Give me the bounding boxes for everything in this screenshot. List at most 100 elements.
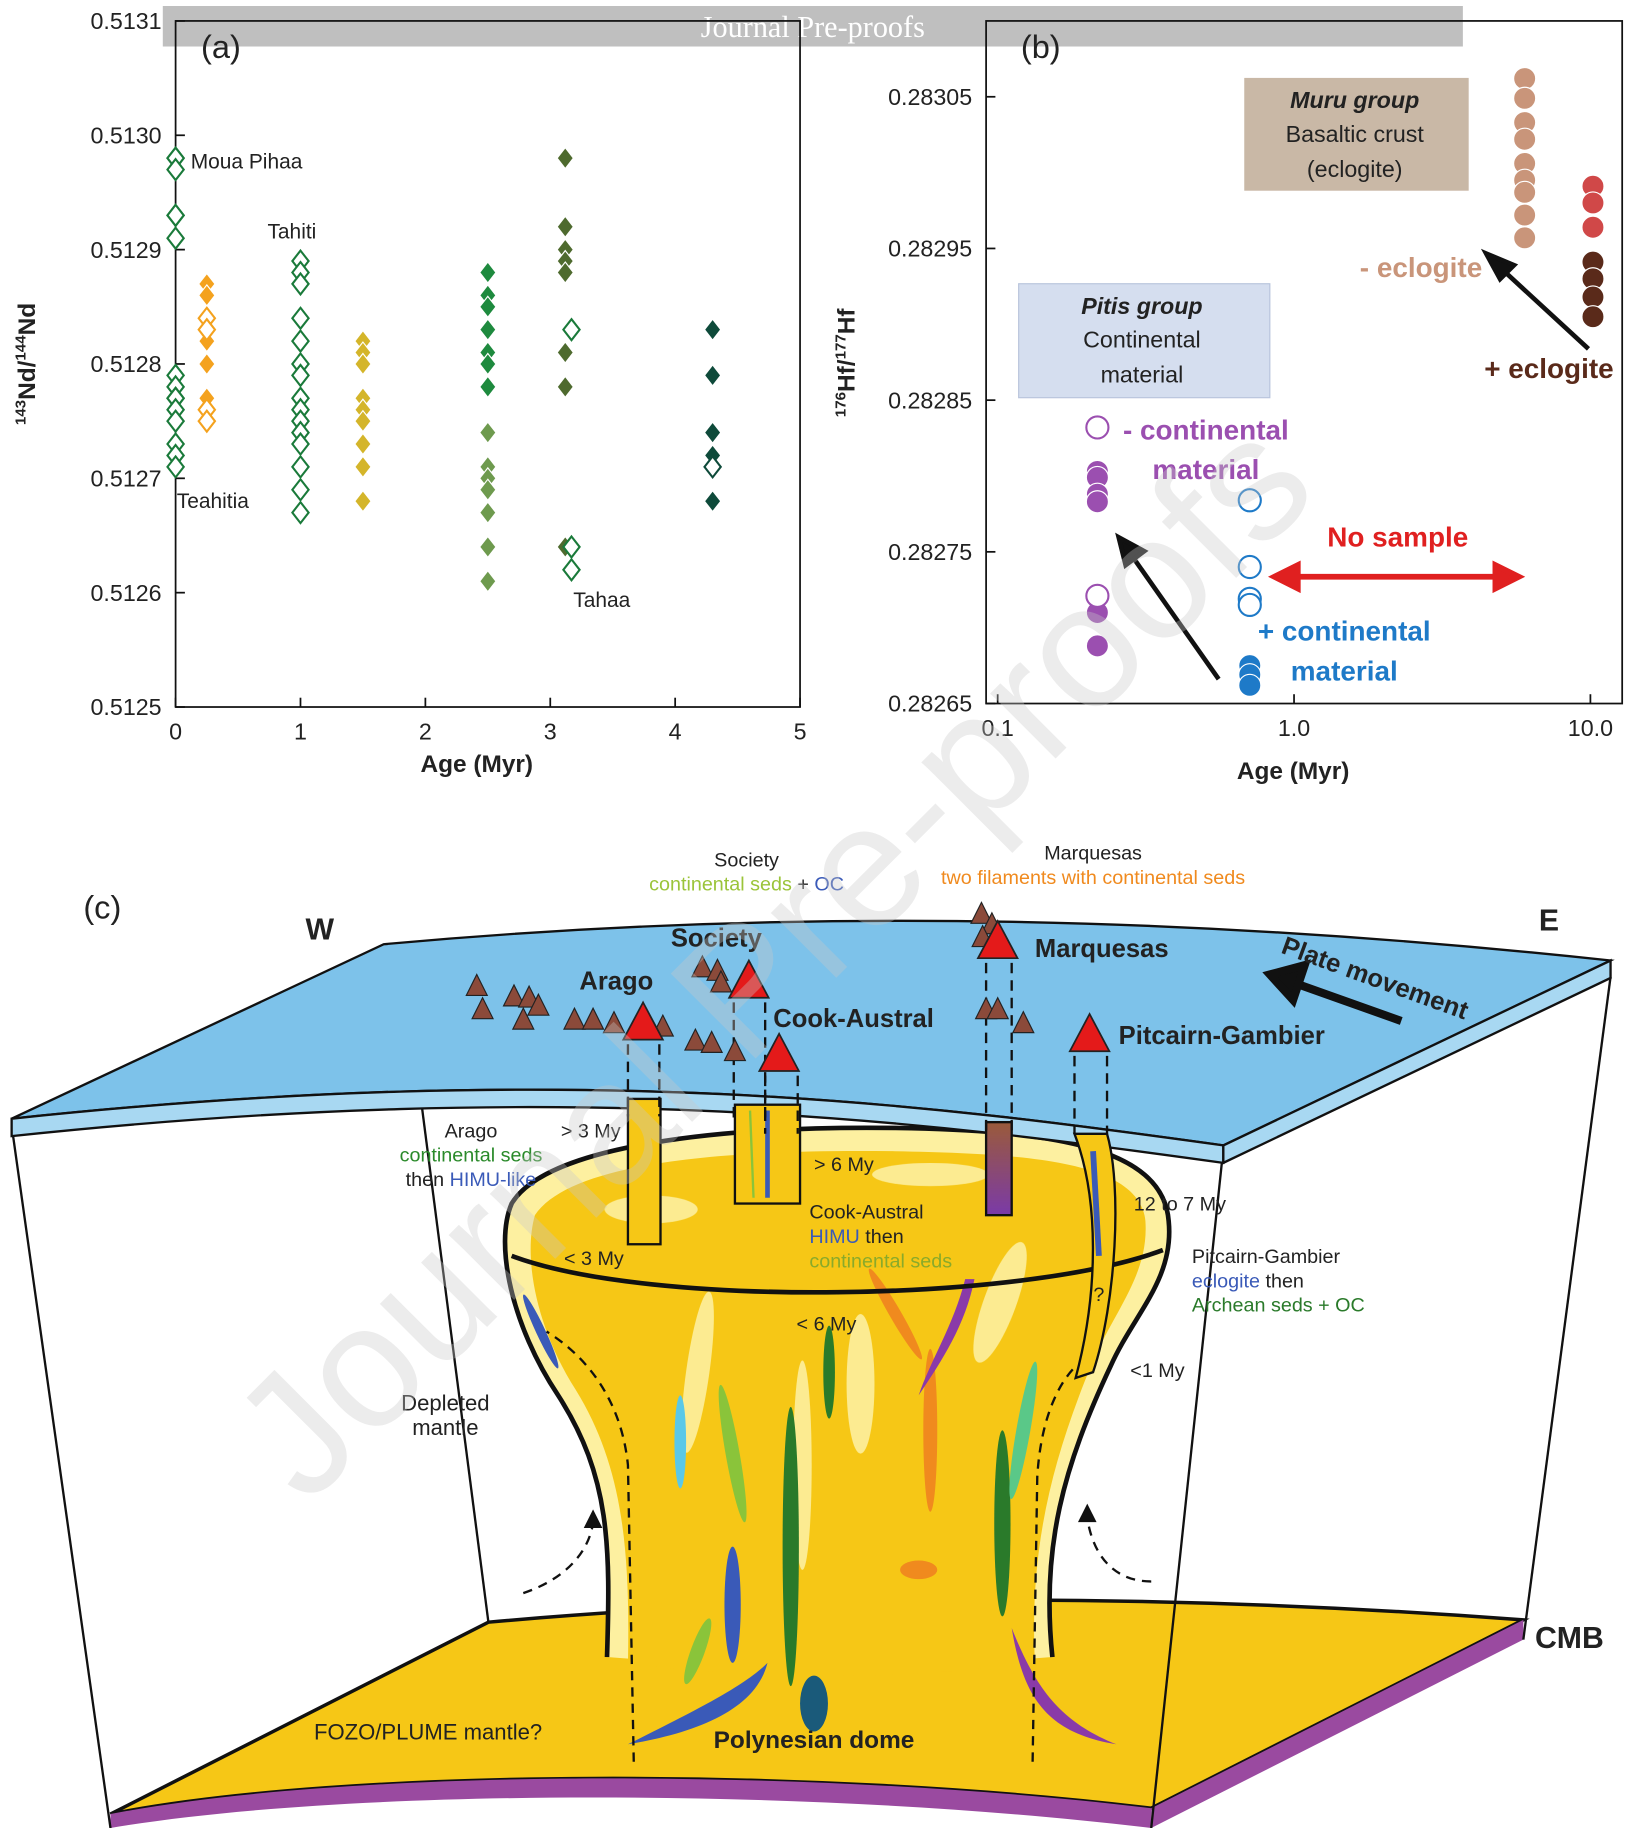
point (704, 365, 720, 386)
y-label-part: Hf/ (834, 359, 861, 392)
annotation: Moua Pihaa (191, 151, 303, 174)
x-tick-label: 10.0 (1568, 715, 1613, 741)
annotation: + continental (1258, 616, 1431, 647)
diagram-label: Pitcairn-Gambier (1192, 1246, 1341, 1268)
label-part: CMB (1535, 1622, 1604, 1655)
annotation: Tahiti (267, 220, 316, 243)
point (1582, 216, 1604, 238)
point (292, 479, 308, 500)
y-axis-label: 143Nd/144Nd (13, 303, 41, 425)
label-part: E (1539, 904, 1559, 937)
annotation: No sample (1327, 522, 1468, 553)
y-label-part: 143 (13, 400, 30, 425)
point (480, 262, 496, 283)
diagram-label: continental seds (809, 1251, 952, 1273)
y-tick-label: 0.5128 (91, 351, 162, 377)
point (480, 571, 496, 592)
point (557, 216, 573, 237)
label-part: then (860, 1226, 904, 1248)
annotation: Continental (1083, 327, 1201, 353)
diagram-label: (c) (83, 890, 121, 926)
diagram-label: Pitcairn-Gambier (1119, 1022, 1325, 1050)
point (480, 479, 496, 500)
point (1514, 87, 1536, 109)
label-part: FOZO/PLUME mantle? (314, 1720, 542, 1745)
diagram-label: Cook-Austral (809, 1202, 923, 1224)
point (1514, 204, 1536, 226)
x-tick-label: 4 (669, 719, 682, 745)
annotation: - eclogite (1360, 252, 1482, 283)
diagram-label: E (1539, 904, 1559, 937)
y-label-part: 144 (13, 335, 30, 361)
point (167, 228, 183, 249)
label-part: 12 to 7 My (1134, 1194, 1226, 1216)
panel-label: (a) (201, 29, 241, 65)
header: Journal Pre-proofs (701, 10, 925, 44)
point (557, 342, 573, 363)
point (292, 502, 308, 523)
label-part: Polynesian dome (714, 1727, 915, 1754)
point (704, 319, 720, 340)
y-label-part: Hf (834, 308, 861, 335)
annotation: Basaltic crust (1286, 121, 1425, 147)
label-part: Archean seds + OC (1192, 1295, 1365, 1317)
point (292, 331, 308, 352)
label-part: < 6 My (797, 1313, 857, 1335)
diagram-label: 12 to 7 My (1134, 1194, 1226, 1216)
point (199, 285, 215, 306)
panel-label: (b) (1021, 29, 1061, 65)
point (1086, 416, 1108, 438)
y-tick-label: 0.28305 (888, 84, 972, 110)
diagram-label: > 6 My (814, 1154, 874, 1176)
point (480, 296, 496, 317)
diagram-label: Marquesas (1044, 842, 1142, 864)
label-part: then (1260, 1270, 1304, 1292)
label-part: eclogite (1192, 1270, 1260, 1292)
point (557, 262, 573, 283)
diagram-label: CMB (1535, 1622, 1604, 1655)
diagram-label: Archean seds + OC (1192, 1295, 1365, 1317)
x-tick-label: 1 (294, 719, 307, 745)
annotation: Tahaa (573, 589, 630, 612)
y-tick-label: 0.28285 (888, 387, 972, 413)
label-part: Cook-Austral (809, 1202, 923, 1224)
label-part: ? (1093, 1284, 1104, 1306)
label-part: Marquesas (1044, 842, 1142, 864)
label-part: > 6 My (814, 1154, 874, 1176)
point (1514, 181, 1536, 203)
annotation: + eclogite (1484, 353, 1613, 384)
diagram-label: FOZO/PLUME mantle? (314, 1720, 542, 1745)
diagram-label: Marquesas (1035, 935, 1169, 963)
diagram-label: ? (1093, 1284, 1104, 1306)
point (1582, 286, 1604, 308)
diagram-label: Polynesian dome (714, 1727, 915, 1754)
annotation: material (1101, 362, 1184, 388)
point (1514, 227, 1536, 249)
point (563, 319, 579, 340)
label-part: W (306, 914, 335, 947)
diagram-label: W (306, 914, 335, 947)
point (480, 536, 496, 557)
label-part: HIMU (809, 1226, 859, 1248)
point (292, 456, 308, 477)
point (480, 319, 496, 340)
x-tick-label: 0 (169, 719, 182, 745)
point (355, 456, 371, 477)
y-tick-label: 0.5127 (91, 465, 162, 491)
label-part: <1 My (1130, 1360, 1184, 1382)
label-part: continental seds (809, 1251, 952, 1273)
y-tick-label: 0.5126 (91, 580, 162, 606)
diagram-label: <1 My (1130, 1360, 1184, 1382)
point (1514, 68, 1536, 90)
point (292, 308, 308, 329)
point (1239, 674, 1261, 696)
annotation: Muru group (1290, 87, 1419, 113)
annotation: Teahitia (177, 490, 249, 513)
point (480, 502, 496, 523)
x-tick-label: 1.0 (1278, 715, 1310, 741)
point (355, 354, 371, 375)
figure: Journal Pre-proofs 0.51250.51260.51270.5… (0, 0, 1628, 1828)
y-tick-label: 0.28295 (888, 236, 972, 262)
point (480, 354, 496, 375)
x-axis-label: Age (Myr) (1237, 758, 1350, 785)
